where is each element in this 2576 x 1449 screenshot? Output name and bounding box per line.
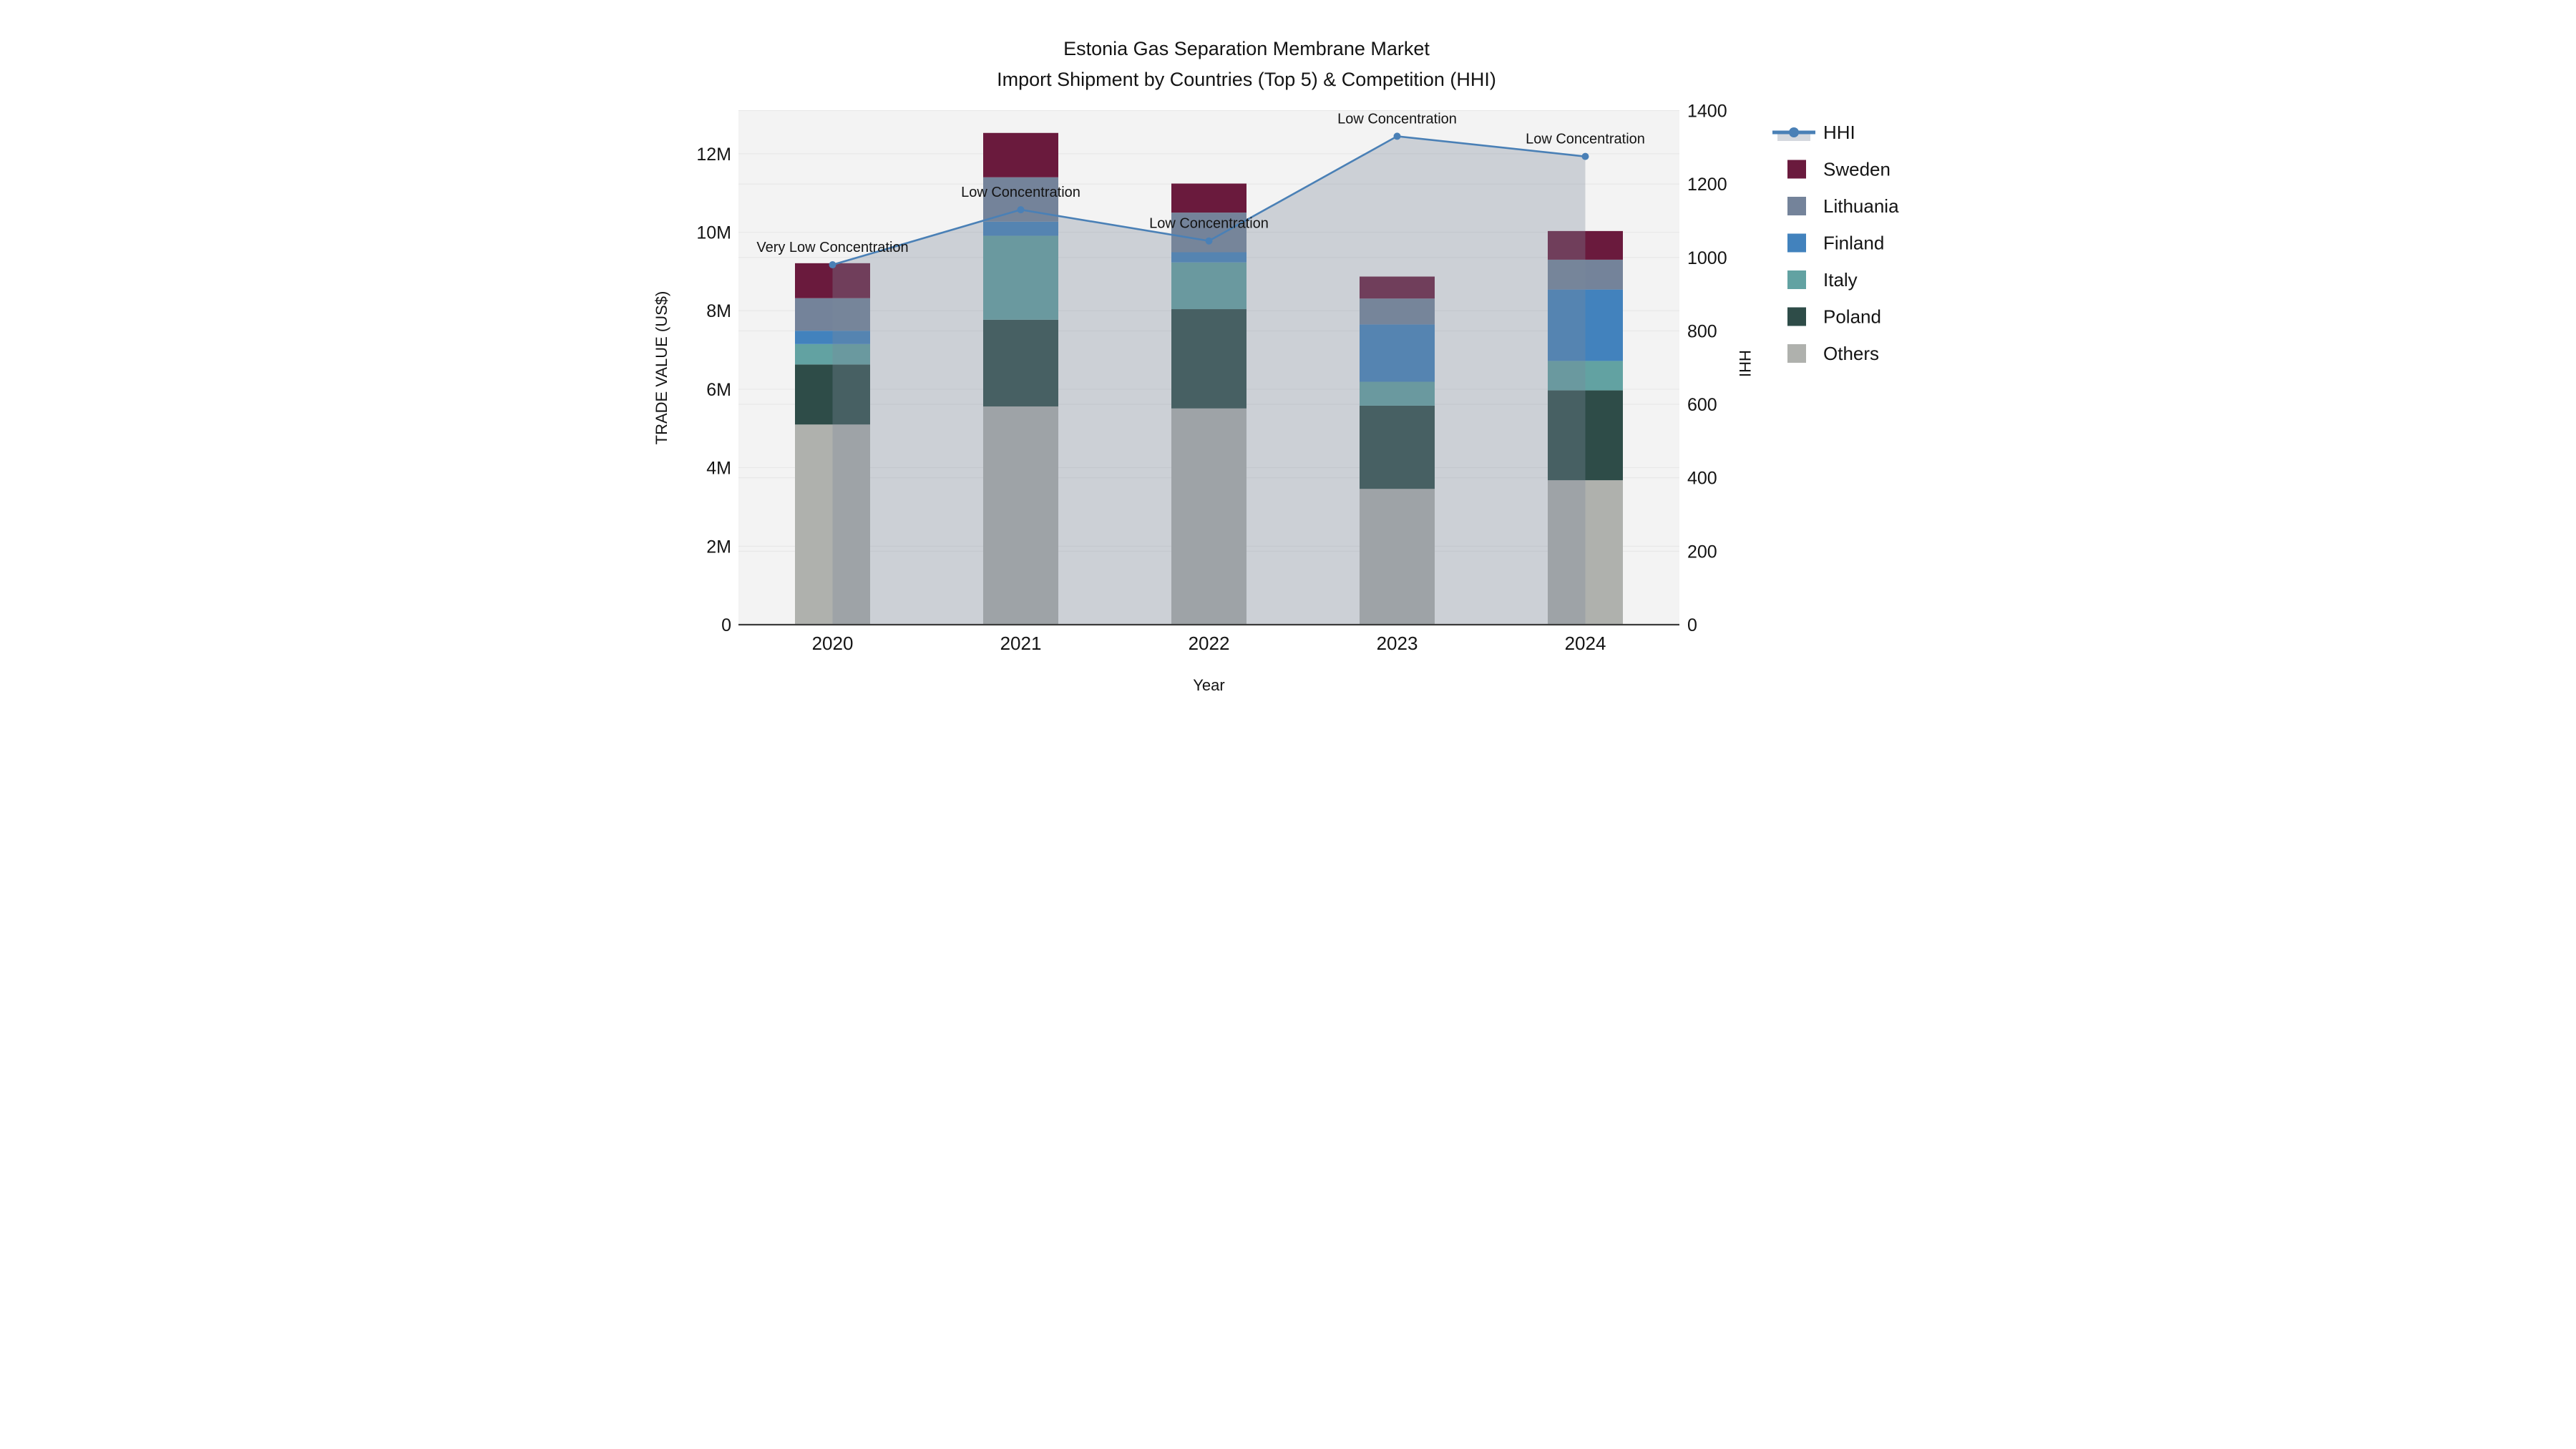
y-right-tick-1000: 1000 (1687, 248, 1727, 268)
y-left-axis-title: TRADE VALUE (US$) (653, 291, 670, 445)
legend-label-sweden: Sweden (1823, 159, 1890, 180)
annotation-2022: Low Concentration (1149, 216, 1269, 232)
legend-item-hhi[interactable]: HHI (1772, 122, 1855, 143)
legend-swatch-others (1787, 344, 1806, 363)
chart-title-line1: Estonia Gas Separation Membrane Market (1063, 38, 1430, 59)
y-right-axis-title: HHI (1736, 350, 1754, 377)
bar-segment-lithuania-2023[interactable] (1360, 298, 1435, 325)
bar-segment-finland-2022[interactable] (1171, 252, 1246, 263)
legend-item-sweden[interactable]: Sweden (1787, 159, 1890, 180)
bar-segment-others-2023[interactable] (1360, 489, 1435, 625)
x-tick-2020: 2020 (812, 633, 854, 654)
bar-segment-italy-2024[interactable] (1548, 361, 1623, 391)
y-left-tick-10M: 10M (696, 223, 731, 243)
bar-segment-sweden-2020[interactable] (795, 263, 870, 298)
legend-swatch-sweden (1787, 160, 1806, 179)
annotation-2023: Low Concentration (1337, 111, 1457, 127)
hhi-line-layer (829, 132, 1589, 269)
legend-item-lithuania[interactable]: Lithuania (1787, 195, 1899, 217)
x-tick-2021: 2021 (1000, 633, 1042, 654)
hhi-marker-2024[interactable] (1581, 152, 1589, 160)
x-tick-2024: 2024 (1565, 633, 1606, 654)
y-left-tick-8M: 8M (706, 301, 731, 321)
legend-item-others[interactable]: Others (1787, 343, 1879, 364)
hhi-marker-2020[interactable] (829, 261, 836, 269)
legend-swatch-italy (1787, 270, 1806, 289)
y-right-tick-400: 400 (1687, 469, 1717, 489)
legend-label-others: Others (1823, 343, 1879, 364)
y-right-tick-600: 600 (1687, 395, 1717, 415)
bar-segment-italy-2021[interactable] (983, 235, 1058, 320)
bar-segment-finland-2020[interactable] (795, 331, 870, 344)
bar-segment-sweden-2023[interactable] (1360, 276, 1435, 299)
bar-segment-others-2022[interactable] (1171, 408, 1246, 625)
y-right-tick-0: 0 (1687, 615, 1697, 635)
legend-item-italy[interactable]: Italy (1787, 269, 1858, 291)
bar-segment-sweden-2024[interactable] (1548, 230, 1623, 260)
legend-item-finland[interactable]: Finland (1787, 233, 1884, 254)
bar-segment-sweden-2022[interactable] (1171, 183, 1246, 213)
chart-figure: Estonia Gas Separation Membrane Market I… (653, 38, 1899, 694)
legend-hhi-marker-sample (1789, 127, 1799, 137)
y-left-tick-0: 0 (721, 615, 731, 635)
y-left-tick-2M: 2M (706, 537, 731, 557)
annotation-2020: Very Low Concentration (756, 240, 908, 255)
annotation-2024: Low Concentration (1526, 132, 1645, 147)
x-tick-2022: 2022 (1189, 633, 1230, 654)
y-right-tick-1200: 1200 (1687, 175, 1727, 195)
bar-segment-finland-2024[interactable] (1548, 289, 1623, 361)
hhi-marker-2021[interactable] (1017, 206, 1025, 214)
y-right-tick-1400: 1400 (1687, 102, 1727, 122)
legend-swatch-lithuania (1787, 197, 1806, 215)
legend-label-italy: Italy (1823, 269, 1858, 291)
stacked-bars-layer (795, 132, 1623, 625)
legend-swatch-finland (1787, 233, 1806, 253)
annotation-2021: Low Concentration (961, 185, 1080, 200)
bar-segment-italy-2022[interactable] (1171, 262, 1246, 310)
legend-label-poland: Poland (1823, 306, 1881, 328)
chart-title-line2: Import Shipment by Countries (Top 5) & C… (997, 69, 1496, 90)
bar-segment-others-2021[interactable] (983, 406, 1058, 625)
bar-segment-lithuania-2024[interactable] (1548, 259, 1623, 290)
x-tick-2023: 2023 (1377, 633, 1418, 654)
y-left-tick-12M: 12M (696, 145, 731, 165)
bar-segment-poland-2020[interactable] (795, 364, 870, 425)
bar-segment-sweden-2021[interactable] (983, 132, 1058, 177)
bar-segment-italy-2020[interactable] (795, 343, 870, 365)
y-left-tick-6M: 6M (706, 380, 731, 400)
bar-segment-lithuania-2020[interactable] (795, 298, 870, 331)
bar-segment-others-2020[interactable] (795, 424, 870, 625)
y-right-tick-labels: 0 200 400 600 800 1000 1200 1400 (1687, 102, 1727, 636)
x-tick-labels: 2020 2021 2022 2023 2024 (812, 633, 1606, 654)
hhi-area-fill (832, 136, 1586, 625)
y-left-tick-4M: 4M (706, 459, 731, 479)
legend-item-poland[interactable]: Poland (1787, 306, 1881, 328)
legend-label-finland: Finland (1823, 233, 1884, 254)
hhi-marker-2023[interactable] (1393, 132, 1401, 140)
legend: HHI Sweden Lithuania Finland Italy Poland Othe… (1772, 122, 1899, 364)
bar-segment-others-2024[interactable] (1548, 480, 1623, 625)
bar-segment-poland-2023[interactable] (1360, 405, 1435, 489)
legend-label-lithuania: Lithuania (1823, 195, 1899, 217)
hhi-marker-2022[interactable] (1205, 237, 1213, 245)
x-axis-title: Year (1193, 676, 1224, 694)
bar-segment-poland-2022[interactable] (1171, 309, 1246, 409)
bar-segment-finland-2023[interactable] (1360, 324, 1435, 382)
legend-swatch-poland (1787, 307, 1806, 326)
bar-segment-poland-2024[interactable] (1548, 390, 1623, 481)
annotations-layer: Very Low Concentration Low Concentration L… (756, 111, 1645, 255)
y-right-tick-800: 800 (1687, 321, 1717, 341)
bar-segment-poland-2021[interactable] (983, 319, 1058, 407)
bar-segment-italy-2023[interactable] (1360, 381, 1435, 406)
bar-segment-finland-2021[interactable] (983, 221, 1058, 236)
legend-label-hhi: HHI (1823, 122, 1855, 143)
y-left-tick-labels: 0 2M 4M 6M 8M 10M 12M (696, 145, 731, 635)
y-right-tick-200: 200 (1687, 542, 1717, 562)
bar-segment-lithuania-2022[interactable] (1171, 213, 1246, 253)
hhi-area-layer (832, 136, 1586, 625)
